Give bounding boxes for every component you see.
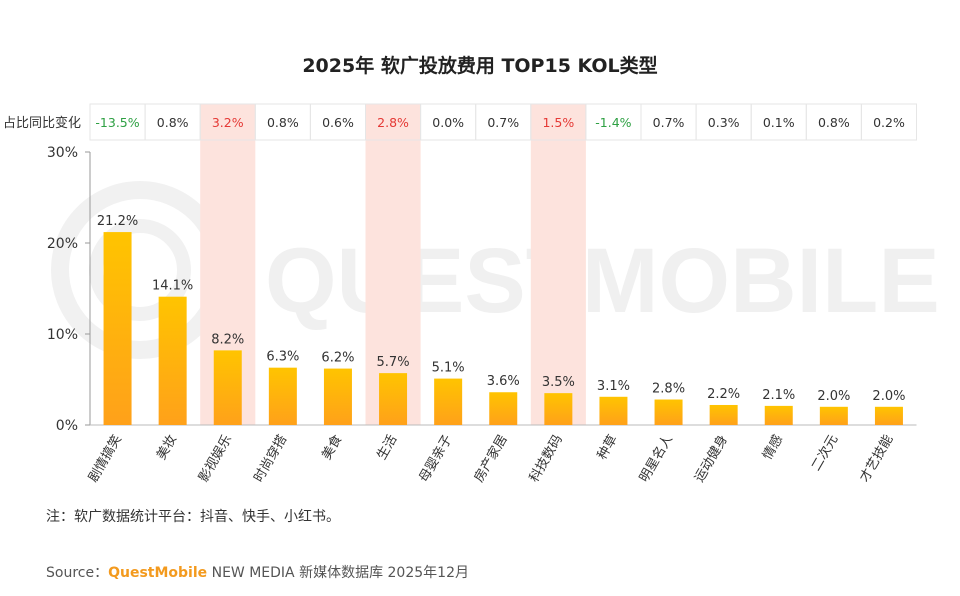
bar-value-label: 8.2% bbox=[211, 332, 244, 347]
bar bbox=[764, 405, 793, 425]
category-label: 科技数码 bbox=[527, 433, 566, 486]
bar bbox=[599, 396, 628, 425]
bar bbox=[213, 350, 242, 425]
bar bbox=[654, 399, 683, 425]
change-value: 0.7% bbox=[653, 115, 685, 130]
bar-value-label: 2.0% bbox=[872, 389, 905, 404]
category-label: 明星名人 bbox=[636, 432, 676, 485]
category-label: 影视娱乐 bbox=[196, 433, 235, 486]
change-row: -13.5% 0.8% 3.2% 0.8% 0.6% 2.8% 0.0% 0.7% 1.5% -1… bbox=[89, 103, 918, 141]
category-label: 母婴亲子 bbox=[417, 433, 456, 486]
change-value: 0.7% bbox=[487, 115, 519, 130]
y-tick-label: 10% bbox=[47, 327, 78, 343]
highlight-band bbox=[365, 104, 421, 425]
watermark: QUESTMOBILE bbox=[51, 181, 940, 359]
change-value: 0.6% bbox=[322, 115, 354, 130]
bar bbox=[874, 406, 903, 425]
bar bbox=[489, 392, 518, 425]
chart-title: 2025年 软广投放费用 TOP15 KOL类型 bbox=[302, 54, 657, 77]
category-label: 才艺技能 bbox=[857, 433, 896, 486]
bar-value-label: 2.8% bbox=[652, 382, 685, 397]
source-brand: QuestMobile bbox=[108, 565, 208, 581]
bar-value-label: 21.2% bbox=[97, 214, 138, 229]
change-value: 3.2% bbox=[212, 115, 244, 130]
bar bbox=[434, 378, 463, 425]
change-value: -1.4% bbox=[595, 115, 631, 130]
category-label: 美食 bbox=[319, 432, 346, 463]
change-value: 0.8% bbox=[818, 115, 850, 130]
category-label: 剧情搞笑 bbox=[85, 432, 125, 485]
bar-value-label: 2.1% bbox=[762, 388, 795, 403]
change-value: -13.5% bbox=[95, 115, 139, 130]
bar-value-label: 3.5% bbox=[542, 375, 575, 390]
bar-value-label: 3.6% bbox=[487, 374, 520, 389]
source-line: Source：QuestMobile NEW MEDIA 新媒体数据库 2025… bbox=[46, 562, 469, 582]
highlight-bands bbox=[200, 104, 586, 425]
bar bbox=[544, 393, 573, 425]
change-row-label: 占比同比变化 bbox=[3, 115, 81, 131]
y-tick-label: 0% bbox=[56, 418, 78, 434]
bar-value-label: 14.1% bbox=[152, 279, 193, 294]
change-value: 0.0% bbox=[432, 115, 464, 130]
y-tick-label: 20% bbox=[47, 236, 78, 252]
category-label: 美妆 bbox=[154, 433, 180, 463]
bar bbox=[103, 232, 132, 425]
bar-value-label: 6.2% bbox=[321, 351, 354, 366]
category-label: 时尚穿搭 bbox=[250, 432, 290, 485]
bar bbox=[268, 367, 297, 425]
change-value: 2.8% bbox=[377, 115, 409, 130]
category-label: 二次元 bbox=[808, 432, 841, 474]
bar bbox=[379, 373, 408, 425]
bar bbox=[709, 404, 738, 425]
category-label: 房产家居 bbox=[471, 432, 511, 485]
category-label: 生活 bbox=[375, 433, 401, 463]
change-value: 0.8% bbox=[267, 115, 299, 130]
y-tick-label: 30% bbox=[47, 145, 78, 161]
category-label: 种草 bbox=[595, 433, 621, 463]
bar-value-label: 5.1% bbox=[432, 361, 465, 376]
category-label: 情感 bbox=[759, 432, 786, 463]
footnote: 注：软广数据统计平台：抖音、快手、小红书。 bbox=[46, 509, 340, 525]
change-value: 0.8% bbox=[157, 115, 189, 130]
bar bbox=[323, 368, 352, 425]
bar bbox=[819, 406, 848, 425]
source-prefix: Source： bbox=[46, 565, 109, 581]
bar-value-label: 2.0% bbox=[817, 389, 850, 404]
bar-value-label: 3.1% bbox=[597, 379, 630, 394]
source-rest: NEW MEDIA 新媒体数据库 2025年12月 bbox=[207, 565, 469, 581]
bar-value-label: 2.2% bbox=[707, 387, 740, 402]
bar bbox=[158, 296, 187, 425]
change-value: 0.2% bbox=[873, 115, 905, 130]
highlight-band bbox=[530, 104, 586, 425]
change-value: 0.1% bbox=[763, 115, 795, 130]
bar-value-label: 5.7% bbox=[377, 355, 410, 370]
change-cell bbox=[860, 103, 918, 141]
change-value: 1.5% bbox=[542, 115, 574, 130]
category-label: 运动健身 bbox=[691, 432, 731, 485]
bar-value-label: 6.3% bbox=[266, 350, 299, 365]
change-value: 0.3% bbox=[708, 115, 740, 130]
